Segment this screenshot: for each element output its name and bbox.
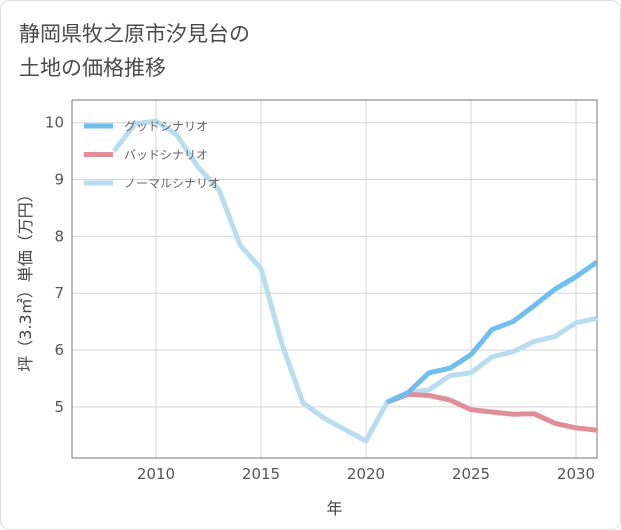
plot-border (71, 99, 598, 459)
x-tick-label: 2020 (347, 465, 385, 483)
chart-title: 静岡県牧之原市汐見台の 土地の価格推移 (19, 17, 439, 85)
x-tick-label: 2015 (242, 465, 280, 483)
x-tick-label: 2010 (137, 465, 175, 483)
grid-lines (72, 100, 597, 458)
x-tick-label: 2025 (452, 465, 490, 483)
y-tick-label: 10 (45, 114, 64, 132)
series-line-0 (385, 259, 599, 405)
x-axis-label: 年 (326, 499, 342, 518)
tick-labels: 2010 2015 2020 2025 2030 5 6 7 8 9 10 (45, 114, 595, 483)
series-line-2 (112, 118, 598, 444)
legend-label: ノーマルシナリオ (124, 177, 220, 191)
y-axis-label: 坪（3.3㎡）単価（万円） (16, 186, 35, 371)
legend-label: バッドシナリオ (124, 148, 208, 162)
series-line-1 (386, 391, 598, 433)
legend-label: グッドシナリオ (124, 120, 208, 134)
series-lines (112, 118, 599, 444)
chart-title-line-2: 土地の価格推移 (19, 56, 166, 80)
y-tick-label: 7 (54, 284, 64, 302)
y-tick-label: 9 (54, 171, 64, 189)
chart-title-line-1: 静岡県牧之原市汐見台の (19, 22, 250, 46)
y-tick-label: 6 (54, 341, 64, 359)
y-tick-label: 8 (54, 227, 64, 245)
y-tick-label: 5 (54, 398, 64, 416)
x-tick-label: 2030 (557, 465, 595, 483)
